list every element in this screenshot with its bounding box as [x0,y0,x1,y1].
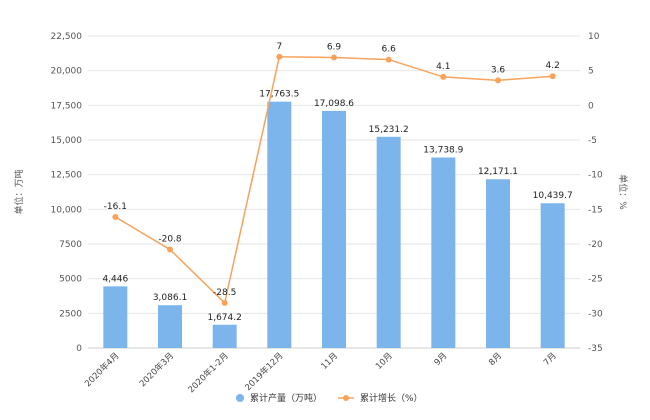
line-data-label: -28.5 [213,288,236,298]
x-tick-label: 10月 [374,351,395,372]
x-tick-label: 11月 [319,351,340,372]
legend-line-label: 累计增长（%） [360,392,423,404]
x-tick-label: 9月 [433,351,450,368]
bar [431,157,456,348]
y-tick-label: 5000 [59,275,82,285]
y2-tick-label: -35 [588,344,603,354]
line-point [112,213,119,220]
y-tick-label: 10,000 [51,205,83,215]
bar [540,203,565,348]
line-point [276,53,283,60]
y2-tick-label: -10 [588,171,603,181]
line-data-label: 4.2 [546,61,560,71]
line-data-label: -20.8 [158,235,182,245]
y2-tick-label: -30 [588,309,603,319]
x-tick-label: 2020年3月 [137,350,176,389]
y-tick-label: 7500 [59,240,82,250]
y2-tick-label: 5 [588,67,594,77]
bar [267,101,292,348]
y2-tick-label: -25 [588,275,603,285]
bar-data-label: 17,763.5 [259,90,299,100]
line-data-label: -16.1 [104,202,127,212]
line-point [385,56,392,63]
x-tick-label: 2020年4月 [83,350,122,389]
y2-tick-label: 10 [588,32,600,42]
y-tick-label: 20,000 [51,67,83,77]
line-point [549,73,556,80]
line-data-label: 6.6 [382,45,397,55]
legend-bar-label: 累计产量（万吨） [250,392,322,404]
y2-tick-label: -15 [588,205,603,215]
x-tick-label: 7月 [542,351,559,368]
y2-tick-label: 0 [588,101,594,111]
bar-data-label: 4,446 [102,274,128,284]
y-tick-label: 17,500 [51,101,83,111]
line-point [440,73,447,80]
bar [212,324,237,348]
bar-data-label: 1,674.2 [207,313,241,323]
legend-bar-swatch [236,394,244,402]
x-tick-label: 2019年12月 [243,350,286,393]
bar-data-label: 10,439.7 [533,191,573,201]
bar-data-label: 13,738.9 [423,145,463,155]
y-tick-label: 22,500 [51,32,83,42]
line-data-label: 6.9 [327,42,342,52]
x-tick-label: 8月 [487,351,504,368]
line-data-label: 7 [276,42,282,52]
line-point [221,299,228,306]
bar-data-label: 17,098.6 [314,99,354,109]
y2-tick-label: -5 [588,136,597,146]
bar [103,286,128,348]
x-tick-label: 2020年1-2月 [186,350,231,395]
legend-line-marker [343,395,349,401]
bar [376,136,401,348]
bar [486,179,510,348]
bar-data-label: 3,086.1 [153,293,187,303]
y-axis-label: 单位：万吨 [13,169,25,214]
y-tick-label: 2500 [59,309,82,319]
bar [158,305,182,348]
bar [322,110,346,348]
y2-tick-label: -20 [588,240,603,250]
bar-data-label: 12,171.1 [478,167,518,177]
line-point [495,77,501,84]
line-data-label: 3.6 [491,65,506,75]
y-tick-label: 0 [76,344,82,354]
y-tick-label: 12,500 [51,171,83,181]
bar-data-label: 15,231.2 [369,125,409,135]
y-tick-label: 15,000 [51,136,83,146]
line-point [331,54,337,61]
y2-axis-label: 单位：% [617,174,629,210]
line-point [167,246,173,253]
line-data-label: 4.1 [436,62,450,72]
